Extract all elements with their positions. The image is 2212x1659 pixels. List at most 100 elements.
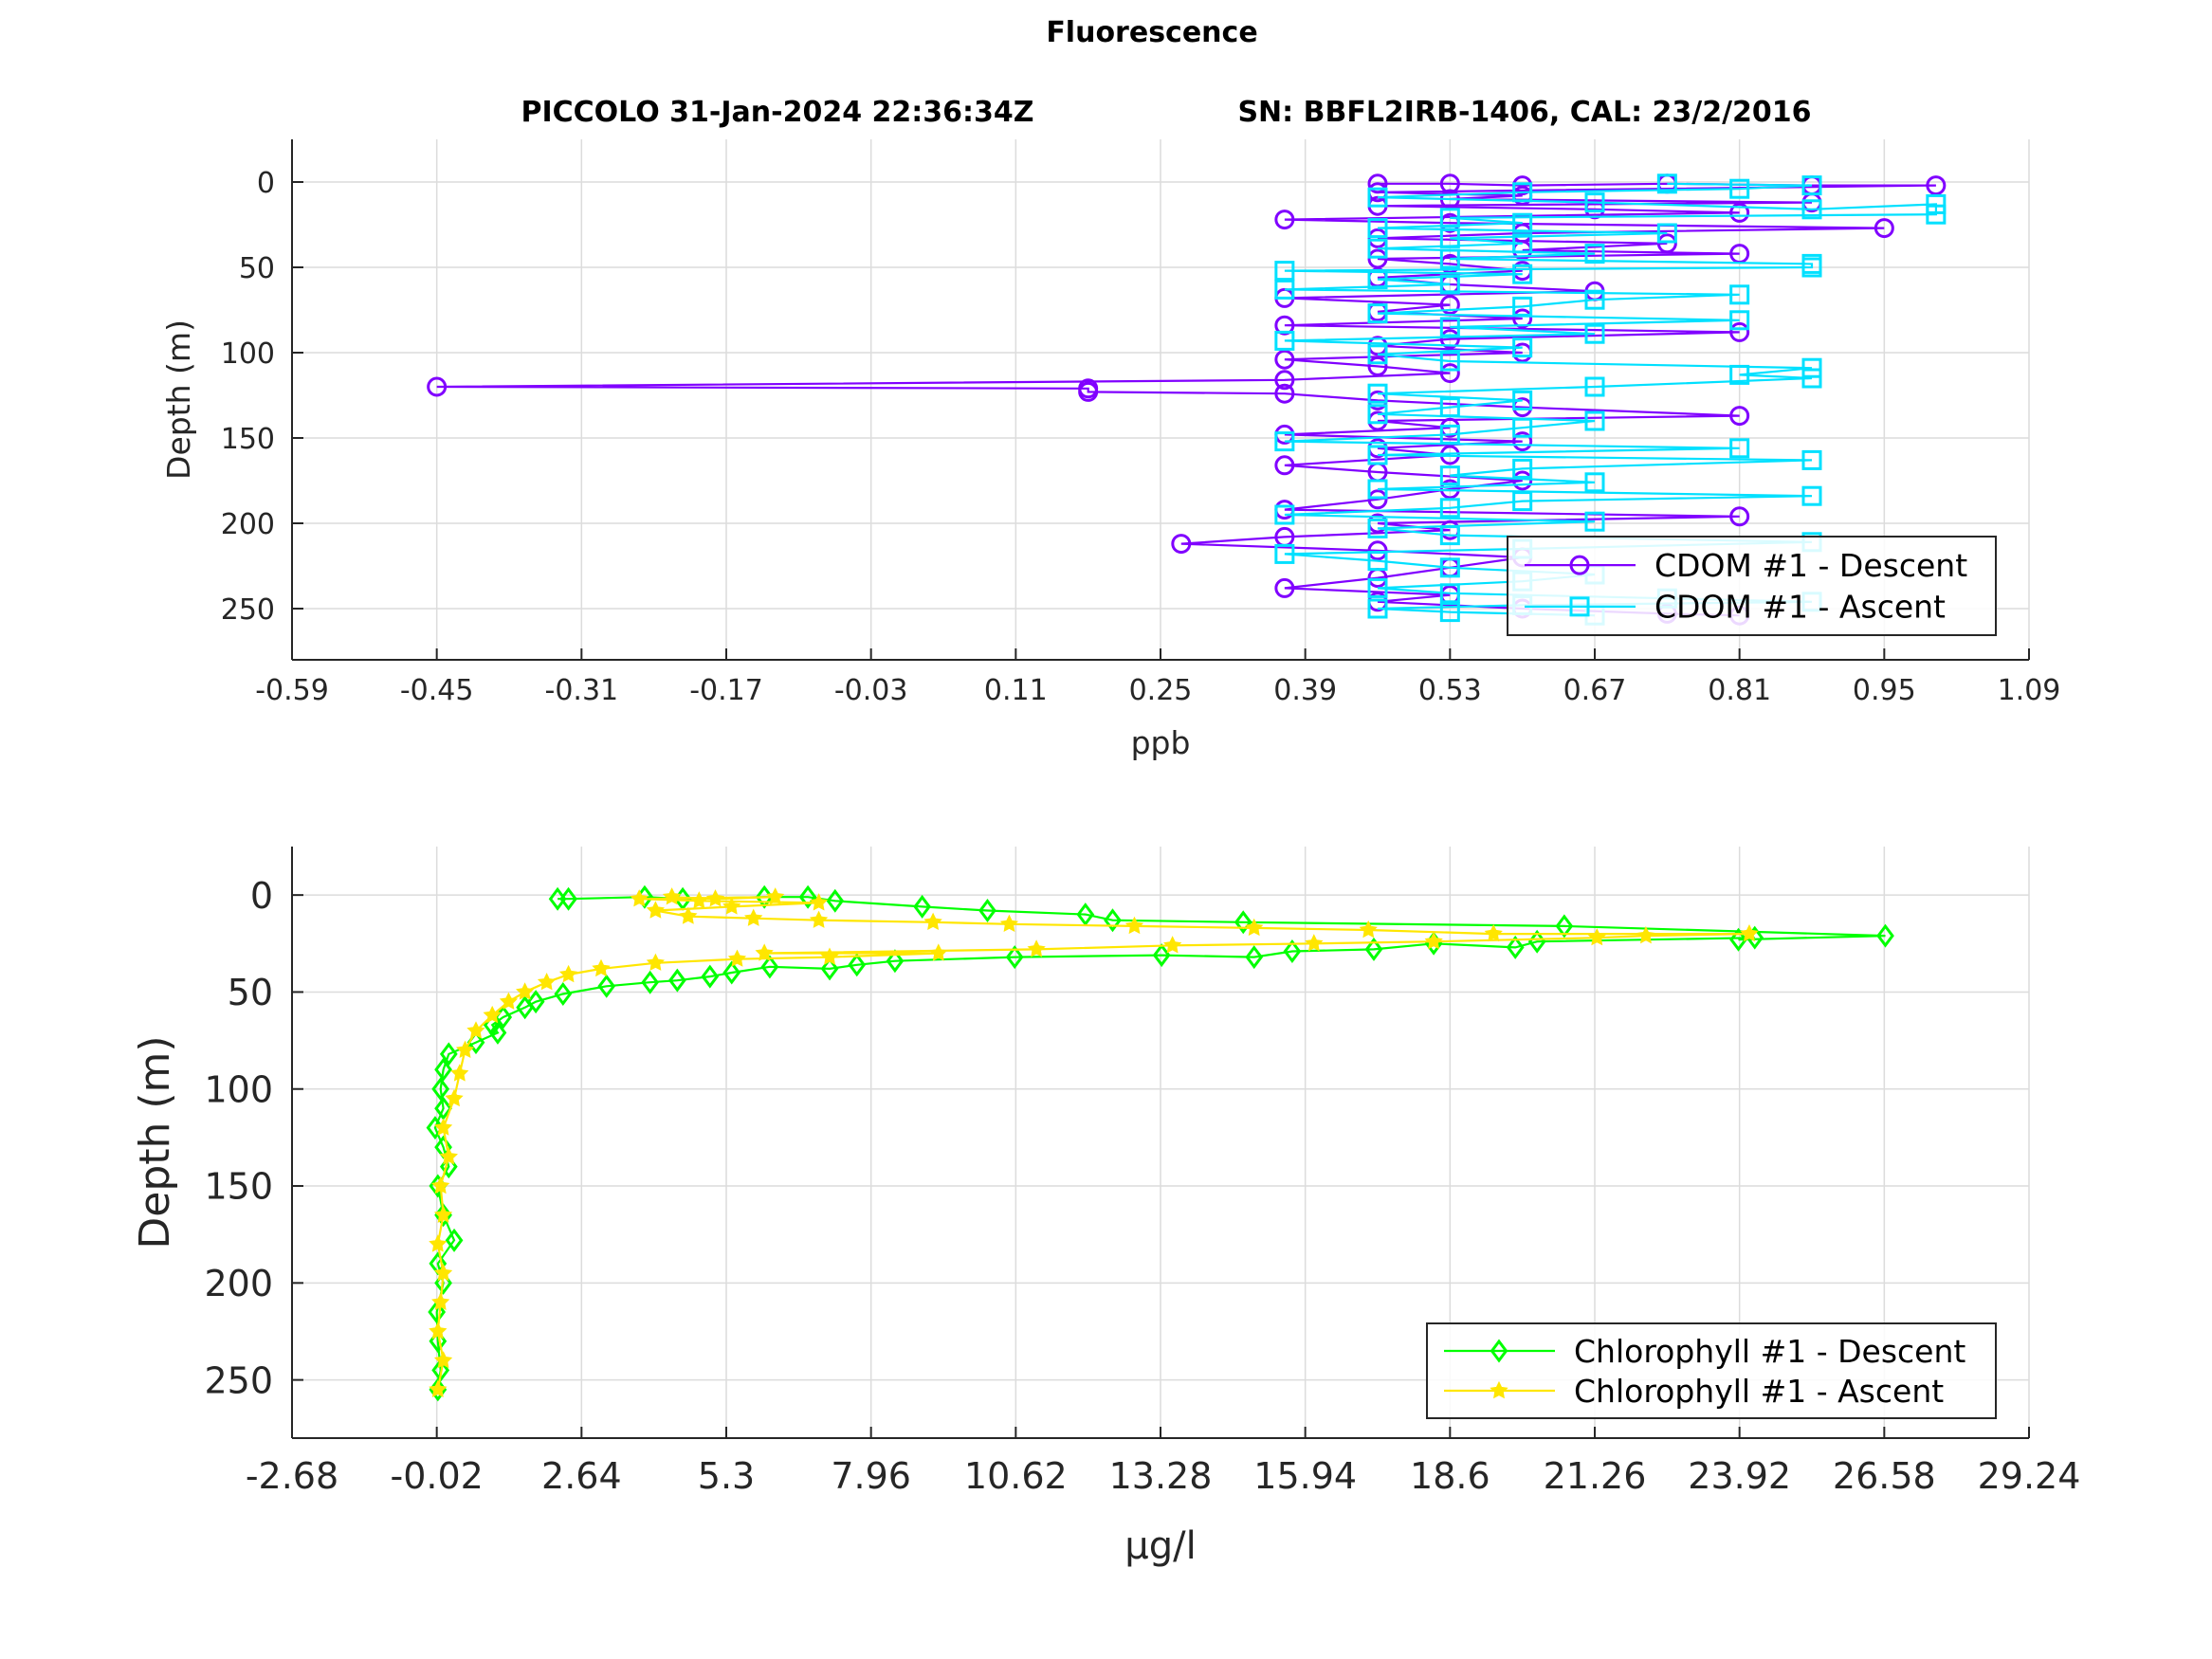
cdom-ascent-point xyxy=(1274,504,1295,525)
cdom-x-tick-label: 0.67 xyxy=(1563,674,1627,707)
chlorophyll-ascent-point xyxy=(1740,923,1759,942)
cdom-descent-line xyxy=(436,182,1936,617)
cdom-ascent-point xyxy=(1439,525,1460,546)
chlorophyll-descent-point xyxy=(978,899,996,923)
cdom-y-tick-label: 250 xyxy=(221,593,275,627)
chlorophyll-descent-point xyxy=(886,949,905,974)
chlorophyll-descent-point xyxy=(1245,945,1264,970)
chlorophyll-y-tick-label: 200 xyxy=(204,1263,273,1304)
chlorophyll-y-tick-label: 0 xyxy=(250,875,273,917)
chlorophyll-descent-point xyxy=(431,1077,450,1102)
cdom-ascent-point xyxy=(1439,248,1460,269)
chlorophyll-ascent-point xyxy=(433,1205,453,1223)
cdom-ascent-point xyxy=(1801,253,1822,274)
cdom-descent-point xyxy=(1439,363,1460,384)
chlorophyll-ascent-point xyxy=(923,912,942,931)
cdom-y-tick-label: 50 xyxy=(239,252,275,285)
cdom-ascent-point xyxy=(1439,208,1460,228)
cdom-descent-point xyxy=(1367,173,1388,194)
cdom-x-tick-label: 0.11 xyxy=(984,674,1048,707)
chlorophyll-y-tick-label: 50 xyxy=(228,972,273,1013)
cdom-ascent-point xyxy=(1584,511,1605,532)
cdom-y-tick-label: 150 xyxy=(221,423,275,456)
chlorophyll-ascent-point xyxy=(455,1040,475,1059)
cdom-ascent-point xyxy=(1729,438,1750,459)
chlorophyll-x-tick-label: 18.6 xyxy=(1410,1455,1490,1497)
cdom-ascent-point xyxy=(1367,445,1388,465)
chlorophyll-x-tick-label: 7.96 xyxy=(831,1455,911,1497)
cdom-ascent-point xyxy=(1512,417,1533,438)
cdom-descent-legend-label: CDOM #1 - Descent xyxy=(1654,547,1967,584)
chlorophyll-ascent-point xyxy=(679,906,698,924)
chlorophyll-ascent-point xyxy=(592,958,611,977)
cdom-ascent-point xyxy=(1512,390,1533,410)
cdom-descent-point xyxy=(1729,321,1750,342)
chlorophyll-ascent-point xyxy=(429,1379,448,1397)
chlorophyll-ascent-point xyxy=(1245,918,1264,937)
cdom-ascent-point xyxy=(1439,498,1460,519)
cdom-descent-legend-marker xyxy=(1569,555,1590,575)
cdom-ascent-point xyxy=(1801,199,1822,220)
cdom-ascent-point xyxy=(1439,557,1460,578)
chlorophyll-descent-point xyxy=(1234,910,1252,935)
cdom-x-tick-label: 0.95 xyxy=(1853,674,1916,707)
chlorophyll-x-tick-label: 2.64 xyxy=(541,1455,622,1497)
cdom-ascent-point xyxy=(1439,602,1460,623)
chlorophyll-ascent-point xyxy=(689,891,708,909)
chlorophyll-y-tick-label: 150 xyxy=(204,1166,273,1208)
chlorophyll-y-axis-label: Depth (m) xyxy=(131,1035,179,1249)
chlorophyll-ascent-point xyxy=(429,1322,448,1340)
chlorophyll-ascent-point xyxy=(450,1064,469,1082)
cdom-descent-point xyxy=(1656,233,1677,254)
cdom-ascent-point xyxy=(1584,323,1605,344)
chlorophyll-ascent-point xyxy=(929,943,948,961)
cdom-descent-point xyxy=(1274,315,1295,336)
cdom-descent-point xyxy=(1729,406,1750,427)
cdom-ascent-point xyxy=(1367,238,1388,259)
cdom-ascent-point xyxy=(1656,173,1677,194)
chlorophyll-ascent-point xyxy=(744,908,763,926)
cdom-descent-point xyxy=(1512,470,1533,491)
chlorophyll-x-tick-label: 29.24 xyxy=(1978,1455,2081,1497)
cdom-descent-point xyxy=(1729,202,1750,223)
chlorophyll-descent-point xyxy=(428,1300,447,1324)
chlorophyll-ascent-point xyxy=(499,992,519,1010)
cdom-descent-point xyxy=(1439,295,1460,316)
cdom-descent-point xyxy=(1274,577,1295,598)
chlorophyll-descent-point xyxy=(434,1057,452,1082)
chlorophyll-ascent-legend-marker xyxy=(1490,1380,1508,1399)
chlorophyll-descent-point xyxy=(1005,945,1024,970)
cdom-ascent-point xyxy=(1512,212,1533,233)
cdom-ascent-point xyxy=(1512,264,1533,284)
cdom-descent-point xyxy=(1367,356,1388,376)
cdom-x-tick-label: 1.09 xyxy=(1998,674,2061,707)
cdom-descent-point xyxy=(1439,329,1460,350)
cdom-ascent-point xyxy=(1367,383,1388,404)
figure-subtitle-right: SN: BBFL2IRB-1406, CAL: 23/2/2016 xyxy=(1237,96,1811,129)
cdom-ascent-point xyxy=(1367,518,1388,538)
cdom-ascent-line xyxy=(1284,182,1938,617)
cdom-ascent-point xyxy=(1367,269,1388,290)
cdom-x-tick-label: 0.53 xyxy=(1418,674,1482,707)
cdom-ascent-point xyxy=(1367,479,1388,500)
chlorophyll-ascent-point xyxy=(466,1021,485,1039)
chlorophyll-descent-point xyxy=(439,1042,458,1066)
cdom-ascent-point xyxy=(1439,397,1460,418)
chlorophyll-y-tick-label: 250 xyxy=(204,1359,273,1401)
cdom-descent-point xyxy=(1874,218,1894,239)
cdom-x-tick-label: -0.59 xyxy=(255,674,329,707)
cdom-ascent-point xyxy=(1367,598,1388,619)
cdom-ascent-point xyxy=(1439,351,1460,372)
cdom-ascent-point xyxy=(1729,178,1750,199)
cdom-ascent-point xyxy=(1656,223,1677,244)
chlorophyll-ascent-point xyxy=(429,1234,448,1252)
chlorophyll-x-axis-label: μg/l xyxy=(1124,1524,1196,1568)
chlorophyll-descent-legend-marker xyxy=(1490,1339,1508,1363)
cdom-descent-point xyxy=(1367,540,1388,561)
cdom-descent-point xyxy=(1171,534,1192,555)
cdom-descent-point xyxy=(1926,175,1947,196)
cdom-plot: -0.59 -0.45 -0.31 -0.17 -0.03 0.11 0.25 0.39 0.5… xyxy=(160,139,2060,761)
chlorophyll-ascent-point xyxy=(516,982,535,1000)
cdom-x-tick-label: 0.25 xyxy=(1129,674,1193,707)
cdom-ascent-point xyxy=(1801,368,1822,389)
